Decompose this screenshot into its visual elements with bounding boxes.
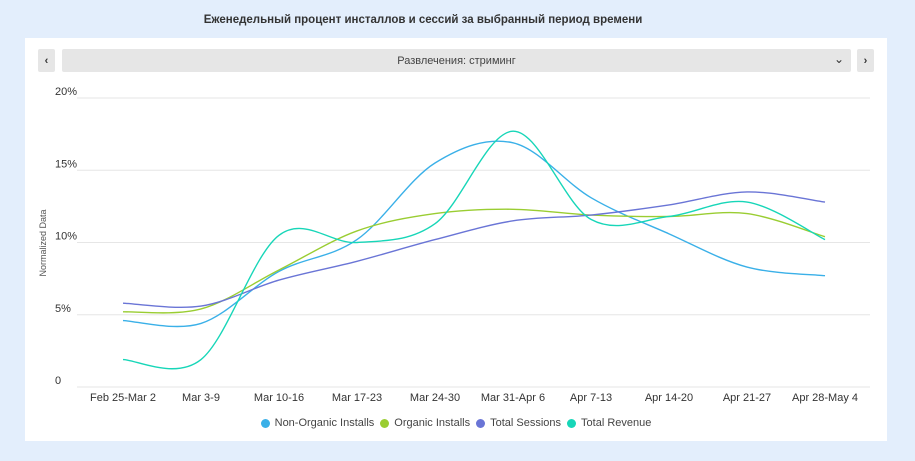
x-tick-label: Feb 25-Mar 2 bbox=[90, 392, 156, 404]
legend-dot-icon bbox=[476, 418, 486, 428]
x-tick-label: Apr 7-13 bbox=[570, 392, 612, 404]
chevron-down-icon: ⌄ bbox=[833, 52, 844, 66]
legend-item[interactable]: Total Revenue bbox=[567, 417, 651, 429]
series-line-2 bbox=[122, 208, 826, 314]
y-tick-label: 10% bbox=[55, 231, 77, 243]
legend-label: Total Sessions bbox=[490, 417, 562, 429]
legend-label: Organic Installs bbox=[394, 417, 471, 429]
series-line-1 bbox=[122, 140, 826, 328]
x-tick-label: Apr 21-27 bbox=[723, 392, 771, 404]
legend-item[interactable]: Organic Installs bbox=[380, 417, 470, 429]
legend-item[interactable]: Total Sessions bbox=[476, 417, 561, 429]
x-tick-label: Mar 10-16 bbox=[254, 392, 304, 404]
y-tick-label: 20% bbox=[55, 86, 77, 98]
y-tick-label: 5% bbox=[55, 303, 71, 315]
x-tick-label: Mar 3-9 bbox=[182, 392, 220, 404]
legend-item[interactable]: Non-Organic Installs bbox=[260, 417, 375, 429]
category-dropdown[interactable]: Развлечения: стриминг ⌄ bbox=[62, 49, 851, 72]
series-line-3 bbox=[122, 191, 826, 309]
x-tick-label: Apr 28-May 4 bbox=[792, 392, 858, 404]
x-tick-label: Mar 31-Apr 6 bbox=[481, 392, 545, 404]
x-tick-label: Apr 14-20 bbox=[645, 392, 693, 404]
legend-label: Non-Organic Installs bbox=[274, 417, 375, 429]
legend-dot-icon bbox=[567, 418, 577, 428]
chevron-left-icon[interactable]: ‹ bbox=[38, 49, 55, 72]
category-dropdown-value: Развлечения: стриминг bbox=[397, 54, 516, 67]
legend-label: Total Revenue bbox=[581, 417, 652, 429]
legend-dot-icon bbox=[380, 418, 390, 428]
chart-card: ‹ Развлечения: стриминг ⌄ › 0 5% 10% 15% 20%… bbox=[25, 38, 887, 441]
chevron-right-icon[interactable]: › bbox=[857, 49, 874, 72]
y-tick-label: 0 bbox=[55, 375, 61, 387]
chart-title: Еженедельный процент инсталлов и сессий … bbox=[203, 14, 643, 26]
line-chart: 0 5% 10% 15% 20% Normalized Data Feb 25-Mar 2 M… bbox=[38, 86, 870, 404]
legend-dot-icon bbox=[260, 418, 270, 428]
series-line-4 bbox=[122, 130, 826, 370]
x-tick-label: Mar 24-30 bbox=[410, 392, 460, 404]
y-tick-label: 15% bbox=[55, 158, 77, 170]
chart-legend: Non-Organic Installs Organic Installs Tota… bbox=[25, 417, 887, 429]
x-tick-label: Mar 17-23 bbox=[332, 392, 382, 404]
y-axis-label: Normalized Data bbox=[38, 209, 48, 276]
